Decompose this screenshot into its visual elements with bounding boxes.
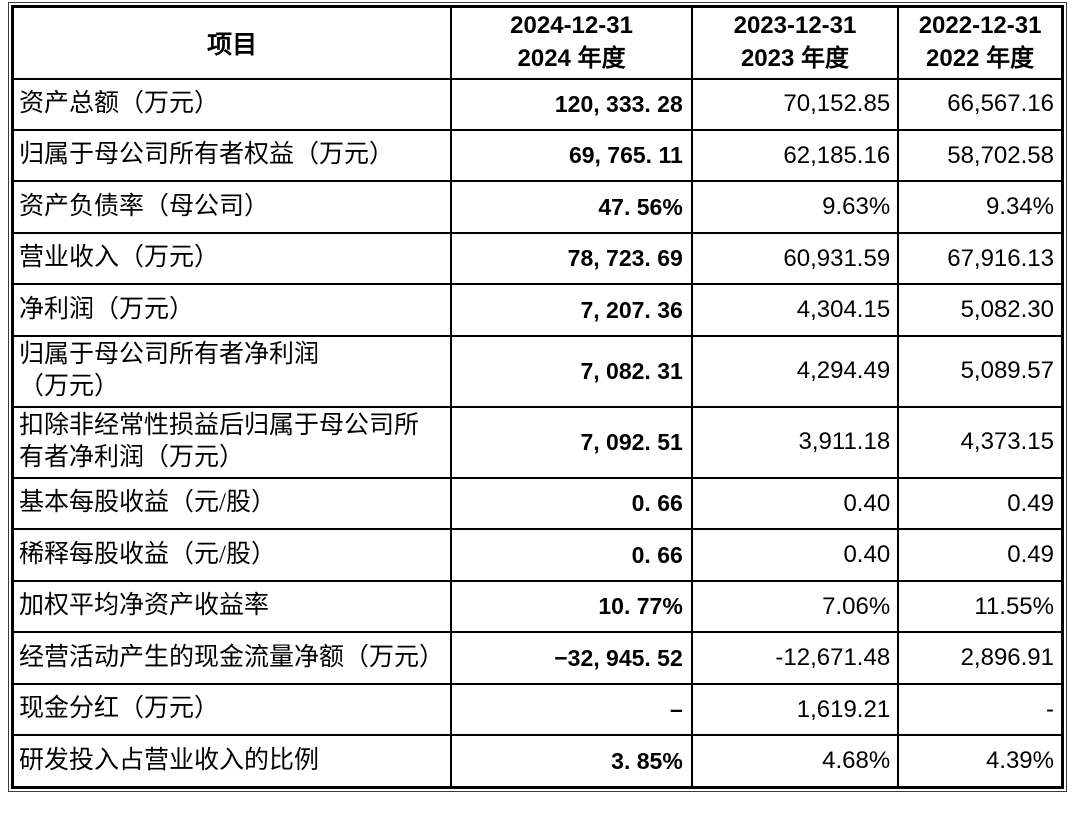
table-row-total-assets: 资产总额（万元） 120, 333. 28 70,152.85 66,567.1… [11,77,1064,131]
row-label: 资产总额（万元） [11,77,453,131]
value-2024: 7, 207. 36 [450,283,693,337]
table-row-cash-dividend: 现金分红（万元） – 1,619.21 - [11,682,1064,737]
value-2023: 0.40 [690,528,900,582]
period-date-2022: 2022-12-31 [918,12,1042,40]
value-2022: 67,916.13 [897,231,1064,286]
row-label: 研发投入占营业收入的比例 [11,734,453,789]
value-2023: 7.06% [690,579,900,634]
table-row-parent-net-profit: 归属于母公司所有者净利润 （万元） 7, 082. 31 4,294.49 5,… [11,334,1064,408]
row-label: 经营活动产生的现金流量净额（万元） [11,631,453,685]
value-2022: 2,896.91 [897,631,1064,685]
table-header-row: 项目 2024-12-31 2024 年度 2023-12-31 2023 年度… [11,5,1064,80]
value-2024: 0. 66 [450,476,693,531]
table-row-net-profit: 净利润（万元） 7, 207. 36 4,304.15 5,082.30 [11,283,1064,337]
value-2024: 10. 77% [450,579,693,634]
value-2022: 4.39% [897,734,1064,789]
table-row-revenue: 营业收入（万元） 78, 723. 69 60,931.59 67,916.13 [11,231,1064,286]
column-header-2023: 2023-12-31 2023 年度 [690,5,900,80]
row-label: 现金分红（万元） [11,682,453,737]
period-date-2024: 2024-12-31 [510,12,633,40]
row-label: 基本每股收益（元/股） [11,476,453,531]
value-2023: 4,304.15 [690,283,900,337]
row-label: 资产负债率（母公司） [11,180,453,234]
financial-summary-table-frame: 项目 2024-12-31 2024 年度 2023-12-31 2023 年度… [8,2,1067,792]
period-date-2023: 2023-12-31 [733,12,857,40]
period-year-2023: 2023 年度 [740,44,849,72]
value-2023: 62,185.16 [690,128,900,183]
value-2024: 0. 66 [450,528,693,582]
value-2022: 9.34% [897,180,1064,234]
table-row-basic-eps: 基本每股收益（元/股） 0. 66 0.40 0.49 [11,476,1064,531]
value-2024: 78, 723. 69 [450,231,693,286]
period-year-2022: 2022 年度 [926,44,1035,72]
table-row-deducted-net-profit: 扣除非经常性损益后归属于母公司所 有者净利润（万元） 7, 092. 51 3,… [11,405,1064,479]
value-2022: 0.49 [897,476,1064,531]
value-2024: −32, 945. 52 [450,631,693,685]
value-2023: 4.68% [690,734,900,789]
row-label: 稀释每股收益（元/股） [11,528,453,582]
value-2024: 7, 092. 51 [450,405,693,479]
value-2023: -12,671.48 [690,631,900,685]
table-row-parent-equity: 归属于母公司所有者权益（万元） 69, 765. 11 62,185.16 58… [11,128,1064,183]
column-header-2022: 2022-12-31 2022 年度 [897,5,1064,80]
row-label: 加权平均净资产收益率 [11,579,453,634]
financial-summary-table: 项目 2024-12-31 2024 年度 2023-12-31 2023 年度… [11,5,1064,789]
value-2022: 4,373.15 [897,405,1064,479]
value-2023: 60,931.59 [690,231,900,286]
row-label: 归属于母公司所有者权益（万元） [11,128,453,183]
value-2023: 1,619.21 [690,682,900,737]
row-label: 营业收入（万元） [11,231,453,286]
value-2022: 11.55% [897,579,1064,634]
table-row-weighted-roe: 加权平均净资产收益率 10. 77% 7.06% 11.55% [11,579,1064,634]
value-2022: 5,082.30 [897,283,1064,337]
value-2022: - [897,682,1064,737]
value-2022: 0.49 [897,528,1064,582]
value-2023: 0.40 [690,476,900,531]
table-row-operating-cash-flow: 经营活动产生的现金流量净额（万元） −32, 945. 52 -12,671.4… [11,631,1064,685]
column-header-item: 项目 [11,5,453,80]
row-label: 净利润（万元） [11,283,453,337]
value-2022: 58,702.58 [897,128,1064,183]
value-2024: 47. 56% [450,180,693,234]
value-2024: 3. 85% [450,734,693,789]
value-2022: 66,567.16 [897,77,1064,131]
value-2022: 5,089.57 [897,334,1064,408]
table-row-diluted-eps: 稀释每股收益（元/股） 0. 66 0.40 0.49 [11,528,1064,582]
column-header-2024: 2024-12-31 2024 年度 [450,5,693,80]
table-row-rd-ratio: 研发投入占营业收入的比例 3. 85% 4.68% 4.39% [11,734,1064,789]
value-2023: 3,911.18 [690,405,900,479]
row-label: 归属于母公司所有者净利润 （万元） [11,334,453,408]
table-row-debt-ratio: 资产负债率（母公司） 47. 56% 9.63% 9.34% [11,180,1064,234]
period-year-2024: 2024 年度 [517,44,626,72]
value-2024: 69, 765. 11 [450,128,693,183]
value-2024: 120, 333. 28 [450,77,693,131]
value-2023: 9.63% [690,180,900,234]
row-label: 扣除非经常性损益后归属于母公司所 有者净利润（万元） [11,405,453,479]
value-2024: – [450,682,693,737]
value-2024: 7, 082. 31 [450,334,693,408]
value-2023: 70,152.85 [690,77,900,131]
value-2023: 4,294.49 [690,334,900,408]
